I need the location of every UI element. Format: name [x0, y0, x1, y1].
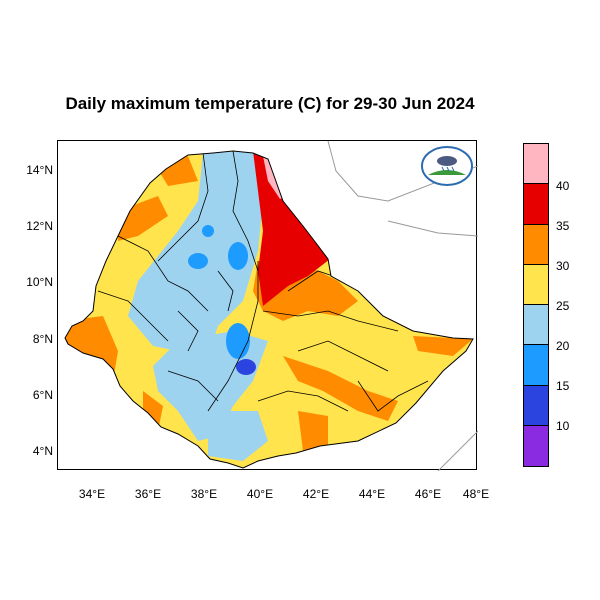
legend-swatch	[524, 224, 548, 265]
neighbour-border	[437, 430, 478, 471]
admin-borders	[97, 151, 429, 412]
lon-tick-label: 34°E	[78, 487, 106, 501]
lat-tick-label: 14°N	[26, 163, 53, 177]
lon-tick-label: 36°E	[134, 487, 162, 501]
legend-label: 15	[556, 379, 570, 393]
legend-label: 10	[556, 419, 570, 433]
lon-tick-label: 42°E	[302, 487, 330, 501]
legend-swatch	[524, 345, 548, 386]
lon-tick-label: 38°E	[190, 487, 218, 501]
region-hot	[283, 356, 398, 421]
legend-swatch	[524, 305, 548, 346]
map-title: Daily maximum temperature (C) for 29-30 …	[65, 94, 475, 113]
legend-swatch	[524, 144, 548, 185]
neighbour-border	[327, 141, 478, 202]
region-hot	[413, 336, 473, 356]
legend-label: 35	[556, 219, 570, 233]
neighbour-border	[387, 220, 478, 237]
legend-label: 25	[556, 299, 570, 313]
lat-tick-label: 10°N	[26, 275, 53, 289]
legend-label: 20	[556, 339, 570, 353]
legend-swatch	[524, 425, 548, 466]
region-very-hot	[253, 151, 330, 306]
lat-tick-label: 8°N	[32, 332, 53, 346]
map-panel	[57, 140, 478, 471]
lon-tick-label: 46°E	[414, 487, 442, 501]
lon-tick-label: 40°E	[246, 487, 274, 501]
lat-tick-label: 4°N	[32, 444, 53, 458]
legend-swatch	[524, 184, 548, 225]
lat-tick-label: 12°N	[26, 219, 53, 233]
region-hot	[298, 411, 328, 451]
lat-tick-label: 6°N	[32, 388, 53, 402]
region-cool	[202, 225, 214, 237]
legend-label: 40	[556, 179, 570, 193]
lon-tick-label: 48°E	[462, 487, 490, 501]
legend-label: 30	[556, 259, 570, 273]
meteorology-institute-logo	[420, 145, 474, 187]
region-cool	[226, 323, 250, 359]
legend-swatch	[524, 385, 548, 426]
lon-tick-label: 44°E	[358, 487, 386, 501]
region-mild	[208, 411, 268, 461]
region-cool	[188, 253, 208, 269]
region-cold	[236, 359, 256, 375]
legend-swatch	[524, 264, 548, 305]
region-cool	[228, 242, 248, 270]
color-legend-bar	[523, 143, 549, 467]
temperature-map	[64, 141, 478, 471]
